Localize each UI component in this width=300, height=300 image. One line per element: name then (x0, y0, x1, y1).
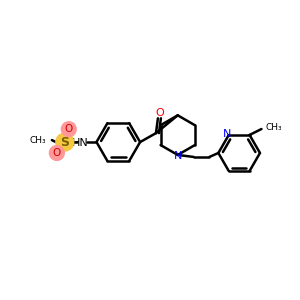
Circle shape (56, 133, 74, 151)
Text: O: O (155, 108, 164, 118)
Text: HN: HN (72, 138, 89, 148)
Text: O: O (53, 148, 61, 158)
Text: S: S (60, 136, 69, 148)
Circle shape (50, 146, 64, 160)
Circle shape (61, 122, 76, 136)
Text: N: N (174, 151, 182, 161)
Text: CH₃: CH₃ (29, 136, 46, 145)
Text: CH₃: CH₃ (266, 122, 282, 131)
Text: O: O (64, 124, 73, 134)
Text: N: N (223, 129, 231, 139)
